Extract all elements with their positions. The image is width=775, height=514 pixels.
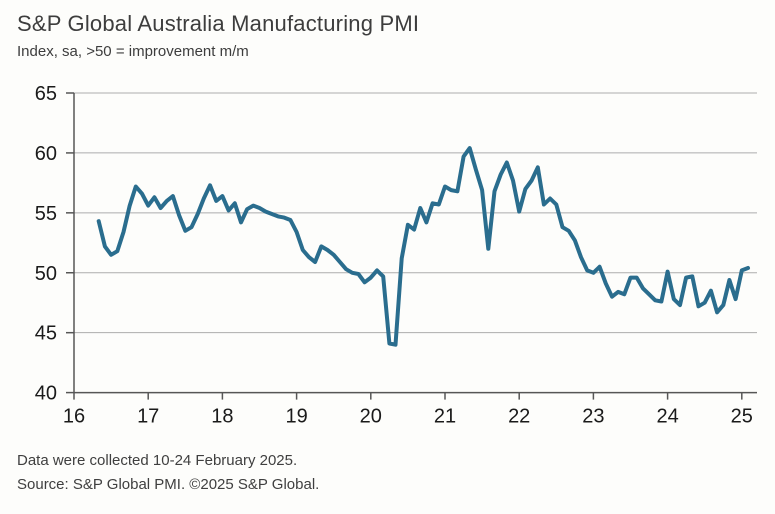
footnote-collection-dates: Data were collected 10-24 February 2025. (17, 452, 298, 469)
x-tick-label: 16 (63, 406, 85, 428)
axes (73, 93, 757, 394)
y-tick-label: 40 (35, 383, 57, 405)
x-tick-label: 22 (508, 406, 530, 428)
grid-lines (74, 92, 757, 334)
x-tick-label: 24 (656, 406, 678, 428)
y-tick-label: 50 (35, 263, 57, 285)
y-tick-label: 60 (35, 143, 57, 165)
x-axis-ticks: 16 17 18 19 20 21 22 23 24 25 (63, 392, 753, 428)
x-tick-label: 25 (731, 406, 753, 428)
x-tick-label: 17 (137, 406, 159, 428)
x-tick-label: 23 (582, 406, 604, 428)
x-tick-label: 19 (285, 406, 307, 428)
pmi-series-line (96, 146, 750, 347)
y-tick-label: 65 (35, 83, 57, 105)
y-tick-label: 45 (35, 323, 57, 345)
x-tick-label: 20 (360, 406, 382, 428)
y-axis-ticks: 40 45 50 55 60 65 (35, 83, 74, 405)
y-tick-label: 55 (35, 203, 57, 225)
chart-subtitle: Index, sa, >50 = improvement m/m (17, 43, 249, 60)
footnote-source: Source: S&P Global PMI. ©2025 S&P Global… (17, 476, 320, 493)
x-tick-label: 21 (434, 406, 456, 428)
x-tick-label: 18 (211, 406, 233, 428)
chart-title: S&P Global Australia Manufacturing PMI (17, 11, 420, 36)
